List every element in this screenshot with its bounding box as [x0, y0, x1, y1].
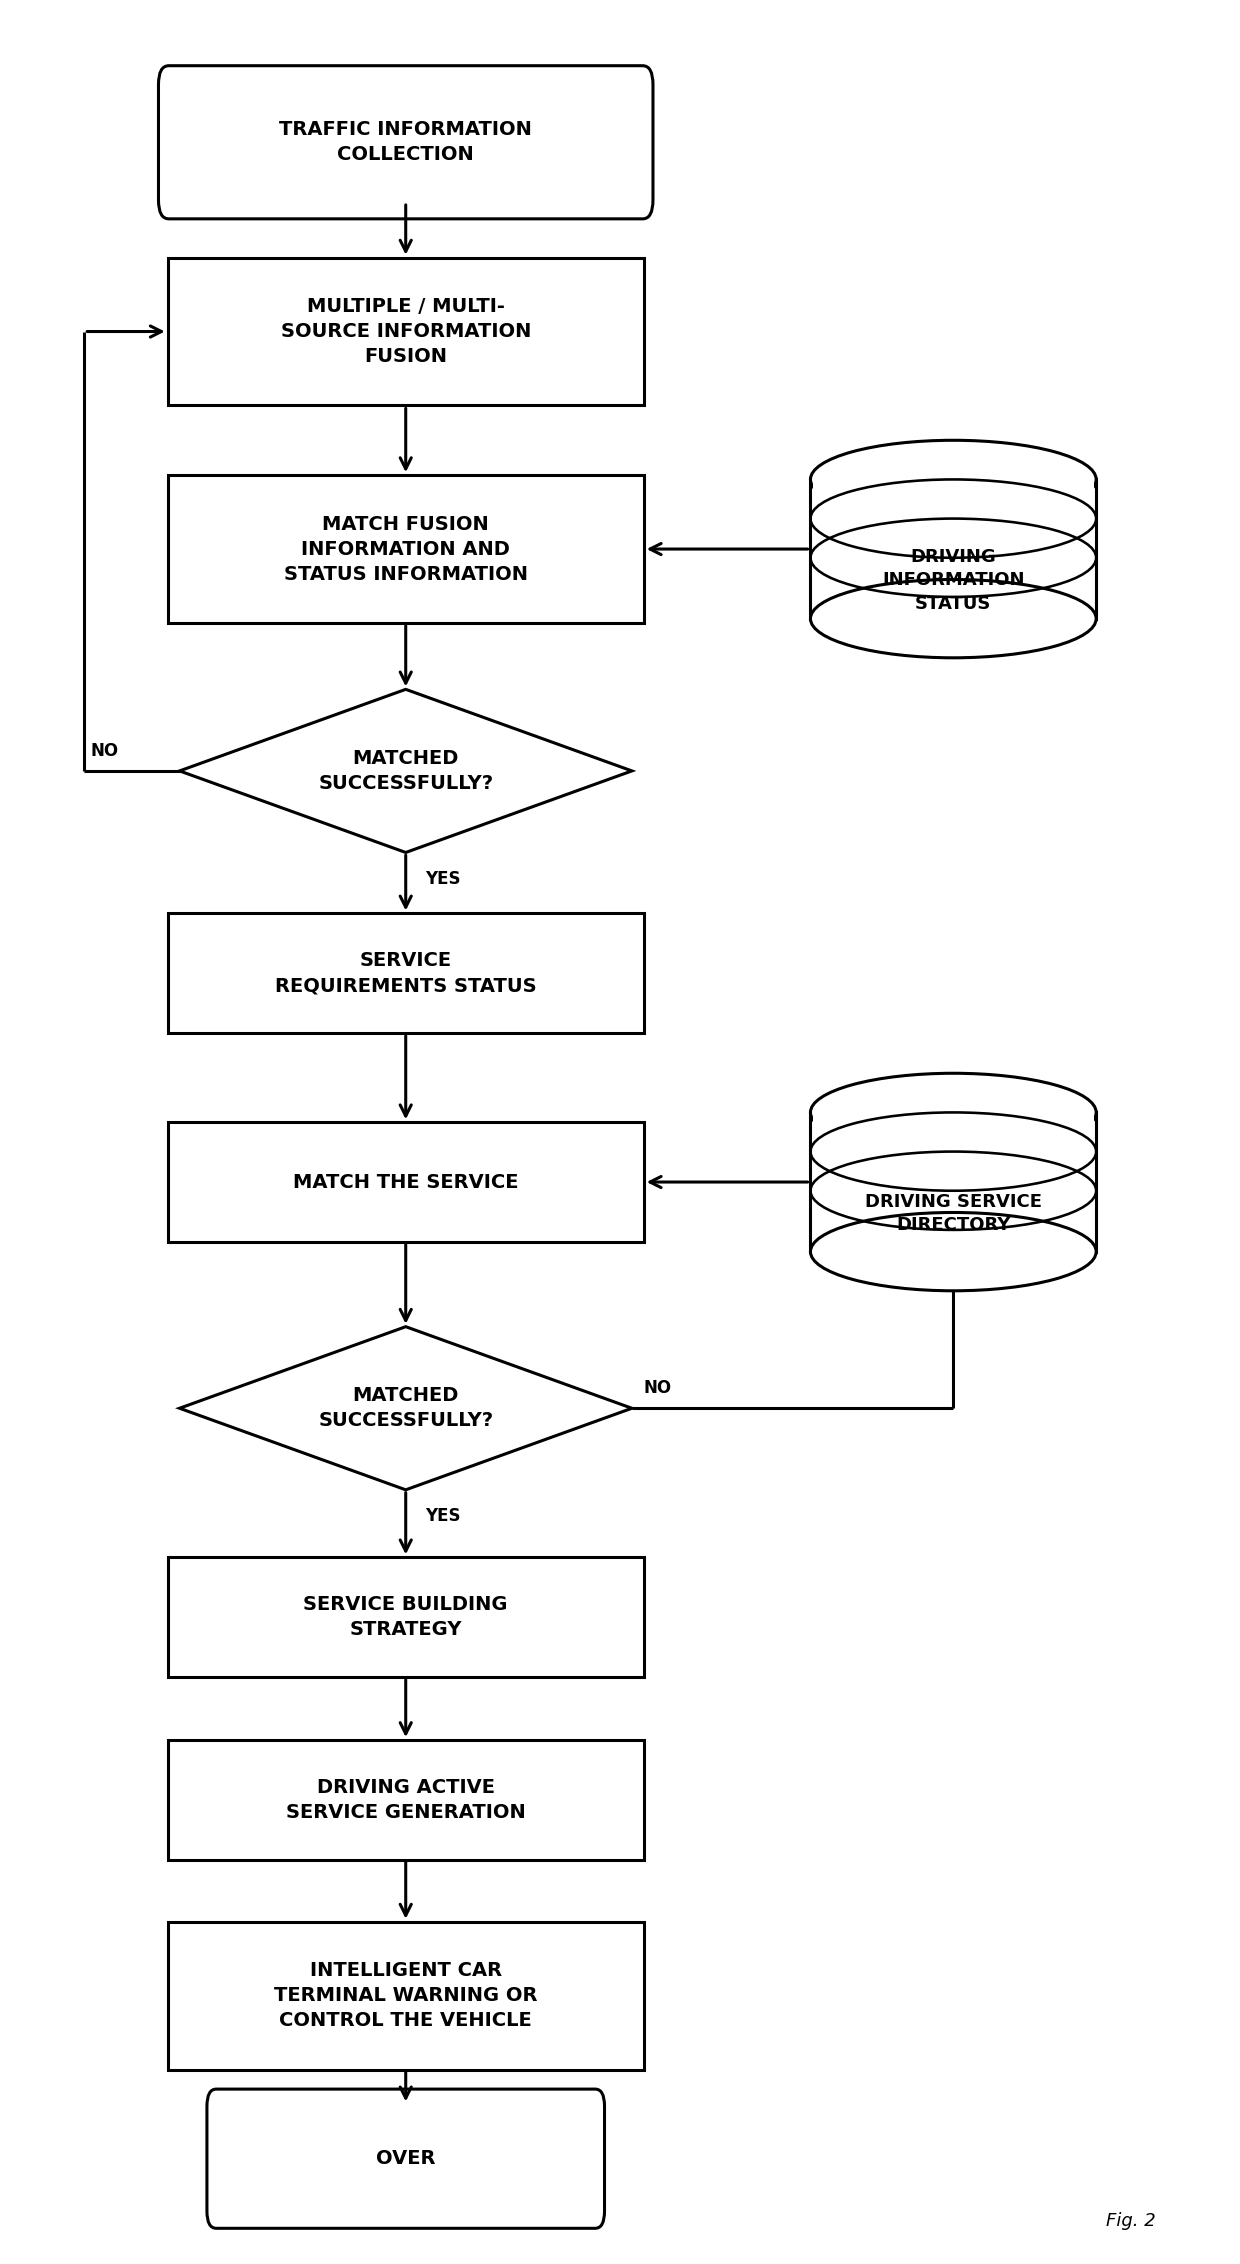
Text: DRIVING
INFORMATION
STATUS: DRIVING INFORMATION STATUS — [882, 548, 1024, 614]
Text: MATCH FUSION
INFORMATION AND
STATUS INFORMATION: MATCH FUSION INFORMATION AND STATUS INFO… — [284, 514, 528, 584]
Text: INTELLIGENT CAR
TERMINAL WARNING OR
CONTROL THE VEHICLE: INTELLIGENT CAR TERMINAL WARNING OR CONT… — [274, 1961, 537, 2031]
Bar — [811, 480, 1096, 618]
Bar — [813, 1112, 1094, 1152]
Bar — [167, 1922, 644, 2069]
FancyBboxPatch shape — [207, 2090, 605, 2228]
Bar — [167, 258, 644, 405]
Text: YES: YES — [425, 869, 460, 887]
Text: DRIVING SERVICE
DIRECTORY: DRIVING SERVICE DIRECTORY — [864, 1193, 1042, 1234]
Text: MATCHED
SUCCESSFULLY?: MATCHED SUCCESSFULLY? — [319, 749, 494, 792]
Text: NO: NO — [91, 743, 118, 761]
FancyBboxPatch shape — [159, 66, 653, 220]
Bar — [167, 1123, 644, 1243]
Text: Fig. 2: Fig. 2 — [1106, 2212, 1156, 2230]
Text: MATCHED
SUCCESSFULLY?: MATCHED SUCCESSFULLY? — [319, 1386, 494, 1431]
Bar — [811, 1112, 1096, 1252]
Text: DRIVING ACTIVE
SERVICE GENERATION: DRIVING ACTIVE SERVICE GENERATION — [286, 1777, 526, 1823]
Text: YES: YES — [425, 1508, 460, 1526]
Text: MULTIPLE / MULTI-
SOURCE INFORMATION
FUSION: MULTIPLE / MULTI- SOURCE INFORMATION FUS… — [280, 297, 531, 367]
Text: SERVICE
REQUIREMENTS STATUS: SERVICE REQUIREMENTS STATUS — [275, 951, 537, 996]
Polygon shape — [180, 1327, 632, 1490]
Polygon shape — [180, 688, 632, 854]
Bar — [813, 480, 1094, 518]
Text: TRAFFIC INFORMATION
COLLECTION: TRAFFIC INFORMATION COLLECTION — [279, 120, 532, 165]
Bar — [167, 912, 644, 1032]
Bar — [813, 1112, 1094, 1191]
Text: NO: NO — [644, 1379, 672, 1397]
Ellipse shape — [811, 580, 1096, 659]
Bar — [167, 1558, 644, 1678]
Ellipse shape — [811, 1214, 1096, 1290]
Text: SERVICE BUILDING
STRATEGY: SERVICE BUILDING STRATEGY — [304, 1596, 508, 1639]
Bar — [167, 1741, 644, 1859]
Bar — [167, 475, 644, 623]
Text: OVER: OVER — [376, 2149, 435, 2169]
Text: MATCH THE SERVICE: MATCH THE SERVICE — [293, 1173, 518, 1191]
Ellipse shape — [811, 439, 1096, 518]
Bar — [813, 480, 1094, 557]
Ellipse shape — [811, 1073, 1096, 1152]
